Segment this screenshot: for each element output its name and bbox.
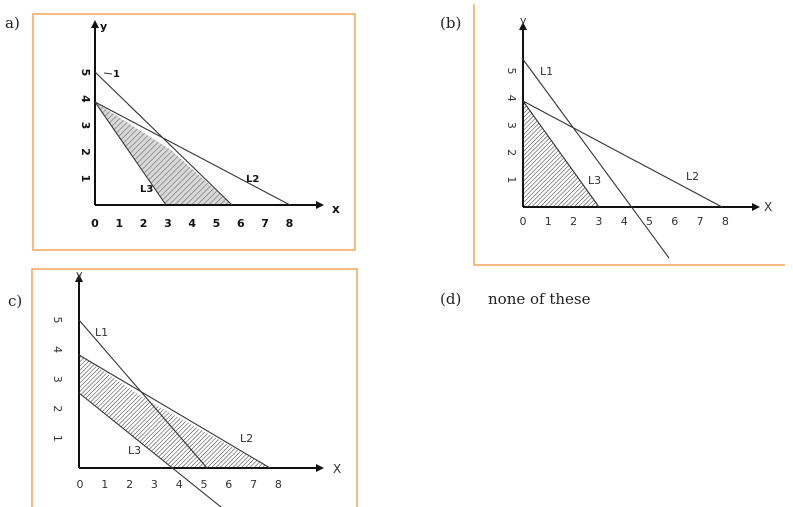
- option-d-label: (d): [440, 290, 462, 308]
- panel-a-x-tick-3: 3: [164, 217, 172, 230]
- panel-a-y-tick-3: 3: [79, 122, 92, 130]
- panel-b-x-axis-name: X: [764, 200, 772, 214]
- panel-b-x-tick-3: 3: [595, 215, 602, 228]
- panel-c-x-tick-2: 2: [126, 478, 133, 491]
- panel-a-line-l2: [94, 101, 291, 206]
- option-b-label: (b): [440, 14, 462, 32]
- panel-b-x-tick-7: 7: [697, 215, 704, 228]
- panel-a-y-tick-1: 1: [79, 175, 92, 183]
- panel-b-x-tick-2: 2: [570, 215, 577, 228]
- panel-c-feasible-region: [79, 355, 270, 468]
- panel-a-x-tick-7: 7: [261, 217, 269, 230]
- panel-a-y-tick-5: 5: [79, 69, 92, 77]
- panel-c-x-ticks: 0 1 2 3 4 5 6 7 8: [77, 478, 282, 491]
- panel-c-y-ticks: 1 2 3 4 5: [51, 317, 64, 442]
- panel-a-x-tick-4: 4: [188, 217, 196, 230]
- panel-b-l1-label: L1: [540, 65, 553, 78]
- panel-c-y-tick-1: 1: [51, 435, 64, 442]
- panel-a-x-tick-5: 5: [213, 217, 221, 230]
- panel-c-l1-label: L1: [95, 326, 108, 339]
- panel-c-x-tick-3: 3: [151, 478, 158, 491]
- panel-c-y-tick-3: 3: [51, 376, 64, 383]
- panel-b-l3-label: L3: [588, 174, 601, 187]
- panel-b-y-axis-name: y: [520, 14, 527, 27]
- panel-c-y-tick-2: 2: [51, 405, 64, 412]
- panel-b-x-tick-8: 8: [722, 215, 729, 228]
- panel-a-feasible-region: [95, 102, 232, 205]
- panel-a-line-l3: [94, 101, 167, 206]
- panel-b-x-tick-4: 4: [621, 215, 628, 228]
- panel-b-graph: y X L1 L2 L3 0 1 2 3 4 5 6 7 8 1 2 3 4 5: [505, 14, 772, 259]
- panel-a-x-axis-name: x: [332, 202, 340, 216]
- panel-b-x-tick-5: 5: [646, 215, 653, 228]
- panel-c-y-tick-4: 4: [51, 346, 64, 353]
- panel-b-line-l3: [522, 100, 600, 208]
- panel-c-x-axis-name: X: [333, 462, 341, 476]
- panel-a-x-tick-8: 8: [286, 217, 294, 230]
- panel-a-y-axis-name: y: [100, 20, 107, 33]
- panel-c-graph: y X L1 L2 L3 0 1 2 3 4 5 6 7 8 1 2 3 4 5: [51, 268, 341, 507]
- option-a-label: a): [5, 14, 20, 32]
- panel-b-frame: [473, 4, 785, 266]
- option-c-label: c): [8, 292, 23, 310]
- panel-b-x-tick-0: 0: [520, 215, 527, 228]
- panel-a-l1-label: 1: [113, 69, 120, 80]
- panel-c-y-axis-name: y: [76, 268, 83, 281]
- option-d-text: none of these: [488, 290, 591, 308]
- panel-c-x-tick-0: 0: [77, 478, 84, 491]
- panel-b-l2-label: L2: [686, 170, 699, 183]
- panel-c-line-l3: [78, 392, 222, 507]
- panel-c-line-l1: [78, 319, 208, 469]
- panel-b-line-l1: [521, 57, 670, 259]
- panel-b-y-tick-2: 2: [505, 149, 518, 156]
- panel-a-x-tick-1: 1: [115, 217, 123, 230]
- panel-c-x-tick-6: 6: [225, 478, 232, 491]
- panel-a-graph: y x 1 L2 L3 0 1 2 3 4 5 6 7 8 1 2 3 4 5: [79, 20, 340, 230]
- panel-a-x-tick-2: 2: [140, 217, 148, 230]
- panel-c-x-tick-1: 1: [101, 478, 108, 491]
- panel-b-x-ticks: 0 1 2 3 4 5 6 7 8: [520, 215, 729, 228]
- panel-c-x-tick-4: 4: [176, 478, 183, 491]
- panel-a-l3-label: L3: [140, 184, 153, 195]
- panel-b-y-tick-4: 4: [505, 95, 518, 102]
- panel-b-line-l2: [522, 100, 723, 208]
- panel-c-x-tick-8: 8: [275, 478, 282, 491]
- panel-b-y-tick-5: 5: [505, 68, 518, 75]
- panel-c-frame: [31, 268, 358, 507]
- panel-c-x-tick-5: 5: [201, 478, 208, 491]
- panel-a-frame: [32, 13, 356, 251]
- panel-c-l2-label: L2: [240, 432, 253, 445]
- panel-a-y-ticks: 1 2 3 4 5: [79, 69, 92, 183]
- panel-b-y-tick-1: 1: [505, 176, 518, 183]
- panel-a-x-tick-6: 6: [237, 217, 245, 230]
- panel-b-y-ticks: 1 2 3 4 5: [505, 68, 518, 184]
- panel-a-y-tick-2: 2: [79, 148, 92, 156]
- panel-c-x-tick-7: 7: [250, 478, 257, 491]
- panel-b-x-tick-1: 1: [545, 215, 552, 228]
- panel-a-x-ticks: 0 1 2 3 4 5 6 7 8: [91, 217, 293, 230]
- panel-c-l3-label: L3: [128, 444, 141, 457]
- panel-c-y-tick-5: 5: [51, 317, 64, 324]
- panel-b-y-tick-3: 3: [505, 122, 518, 129]
- panel-a-y-tick-4: 4: [79, 95, 92, 103]
- panel-b-x-tick-6: 6: [671, 215, 678, 228]
- panel-a-x-tick-0: 0: [91, 217, 99, 230]
- panel-a-l2-label: L2: [246, 174, 259, 185]
- panel-c-line-l2: [78, 354, 271, 469]
- panel-a-l1-leader: [103, 72, 113, 75]
